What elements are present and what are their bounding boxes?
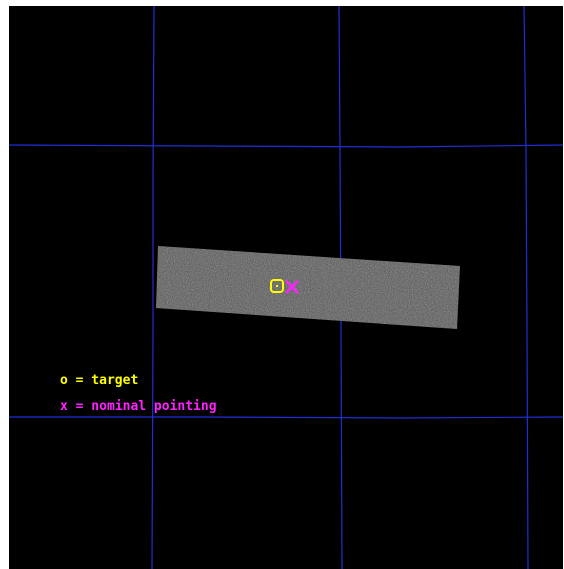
- detector-footprint: [156, 246, 460, 329]
- target-marker: [270, 279, 284, 293]
- target-circle-icon: [270, 279, 284, 293]
- grid-line-vertical-right: [523, 5, 529, 569]
- pointing-marker: [285, 280, 299, 294]
- grid-line-horizontal-bottom: [9, 416, 564, 419]
- footprint-noise: [156, 246, 460, 329]
- target-center-dot: [276, 285, 278, 287]
- legend-target-label: o = target: [60, 373, 138, 388]
- legend-pointing-label: x = nominal pointing: [60, 399, 217, 414]
- coordinate-grid: [8, 5, 564, 569]
- legend: o = target x = nominal pointing: [60, 373, 217, 414]
- grid-line-horizontal-top: [8, 144, 564, 148]
- grid-line-vertical-left: [151, 5, 155, 569]
- grid-line-vertical-center: [338, 5, 343, 569]
- pointing-cross-stroke: [285, 280, 299, 294]
